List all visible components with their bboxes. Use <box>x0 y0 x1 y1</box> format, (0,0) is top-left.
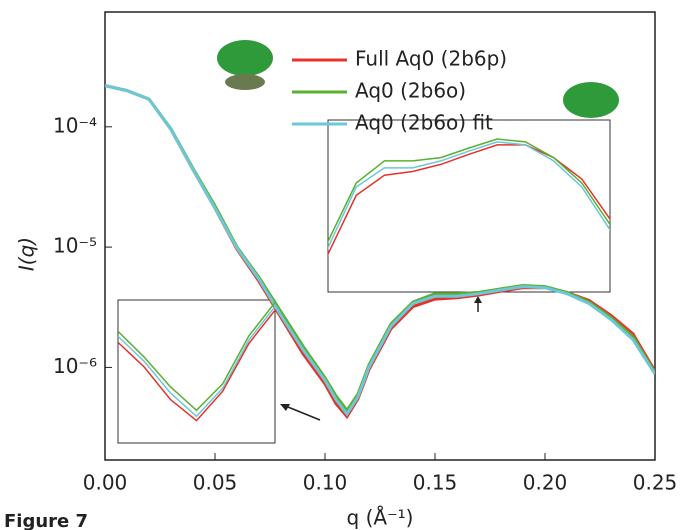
plot-frame <box>104 11 656 461</box>
arrow-head <box>474 296 482 303</box>
protein-icon <box>225 74 265 90</box>
series-line <box>118 305 275 418</box>
caption: Figure 7 <box>4 511 88 530</box>
legend-label: Aq0 (2b6o) fit <box>355 111 493 135</box>
series-line <box>118 308 275 422</box>
series-line <box>328 144 610 258</box>
arrow-head <box>280 404 290 411</box>
series-line <box>105 84 655 417</box>
x-tick-label: 0.05 <box>193 471 238 495</box>
x-tick-label: 0.00 <box>83 471 128 495</box>
legend-label: Aq0 (2b6o) <box>355 79 466 103</box>
y-tick-label: 10⁻⁵ <box>53 234 97 258</box>
protein-icon <box>217 40 273 76</box>
x-axis-label: q (Å⁻¹) <box>347 506 414 530</box>
x-tick-label: 0.10 <box>303 471 348 495</box>
inset-frame <box>117 299 276 444</box>
series-line <box>328 138 610 245</box>
x-tick-label: 0.20 <box>523 471 568 495</box>
y-axis-label: I(q) <box>15 237 39 271</box>
legend-label: Full Aq0 (2b6p) <box>355 47 507 71</box>
x-tick-label: 0.25 <box>633 471 678 495</box>
y-tick-label: 10⁻⁶ <box>53 354 97 378</box>
series-line <box>118 301 275 412</box>
inset-frame <box>327 119 611 293</box>
arrow <box>282 404 321 421</box>
x-tick-label: 0.15 <box>413 471 458 495</box>
y-tick-label: 10⁻⁴ <box>53 113 97 137</box>
protein-icon <box>563 82 619 118</box>
series-line <box>328 141 610 251</box>
